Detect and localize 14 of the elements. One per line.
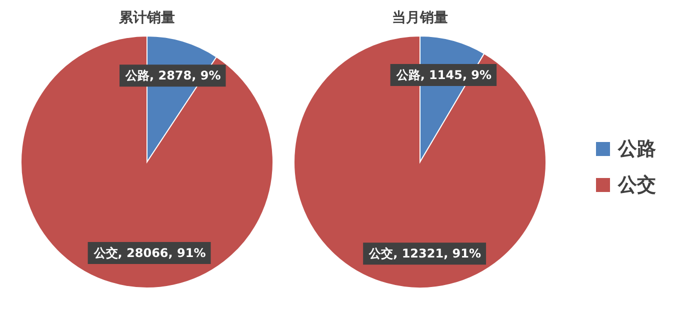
data-label: , 2878, 9% — [150, 68, 221, 83]
slice-label: 公交 — [368, 246, 394, 261]
pie-slice — [20, 36, 274, 288]
data-label: , 12321, 91% — [393, 246, 482, 261]
legend-label: 公路 — [617, 138, 656, 160]
pie-slice — [294, 36, 546, 288]
legend-label: 公交 — [617, 174, 656, 196]
slice-label: 公路 — [124, 68, 151, 83]
chart-title: 当月销量 — [392, 10, 448, 26]
slice-label: 公交 — [92, 246, 118, 260]
data-label: , 28066, 91% — [118, 246, 206, 260]
data-label: , 1145, 9% — [420, 68, 492, 82]
chart-title: 累计销量 — [118, 10, 175, 26]
slice-label: 公路 — [395, 68, 422, 82]
